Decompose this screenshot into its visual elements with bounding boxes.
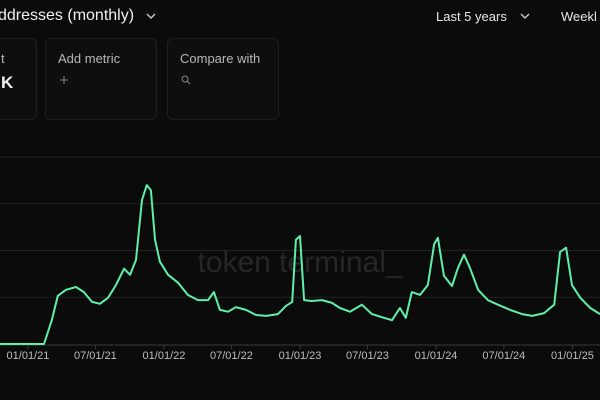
chart-title[interactable]: ddresses (monthly) xyxy=(0,7,135,24)
add-metric-card[interactable]: Add metric xyxy=(45,38,157,120)
x-tick-label: 07/01/22 xyxy=(210,350,253,362)
x-tick-label: 01/01/22 xyxy=(143,350,186,362)
x-tick-label: 07/01/24 xyxy=(482,350,525,362)
range-select[interactable]: Last 5 years xyxy=(436,9,507,24)
x-tick-label: 01/01/21 xyxy=(7,350,50,362)
current-card[interactable]: t K xyxy=(0,38,37,120)
compare-card[interactable]: Compare with xyxy=(167,38,279,120)
search-icon xyxy=(181,75,191,85)
plus-icon xyxy=(60,76,68,84)
add-metric-label: Add metric xyxy=(58,51,121,66)
x-tick-label: 07/01/23 xyxy=(346,350,389,362)
title-chevron[interactable] xyxy=(145,11,157,21)
x-tick-label: 01/01/24 xyxy=(415,350,458,362)
x-tick-label: 01/01/25 xyxy=(551,350,594,362)
current-value: K xyxy=(1,73,14,92)
x-tick-label: 07/01/21 xyxy=(74,350,117,362)
granularity-select[interactable]: Weekl xyxy=(561,9,597,24)
compare-label: Compare with xyxy=(180,51,261,66)
x-tick-label: 01/01/23 xyxy=(279,350,322,362)
series-line xyxy=(0,184,600,345)
range-chevron[interactable] xyxy=(519,11,531,21)
current-label: t xyxy=(1,51,5,66)
